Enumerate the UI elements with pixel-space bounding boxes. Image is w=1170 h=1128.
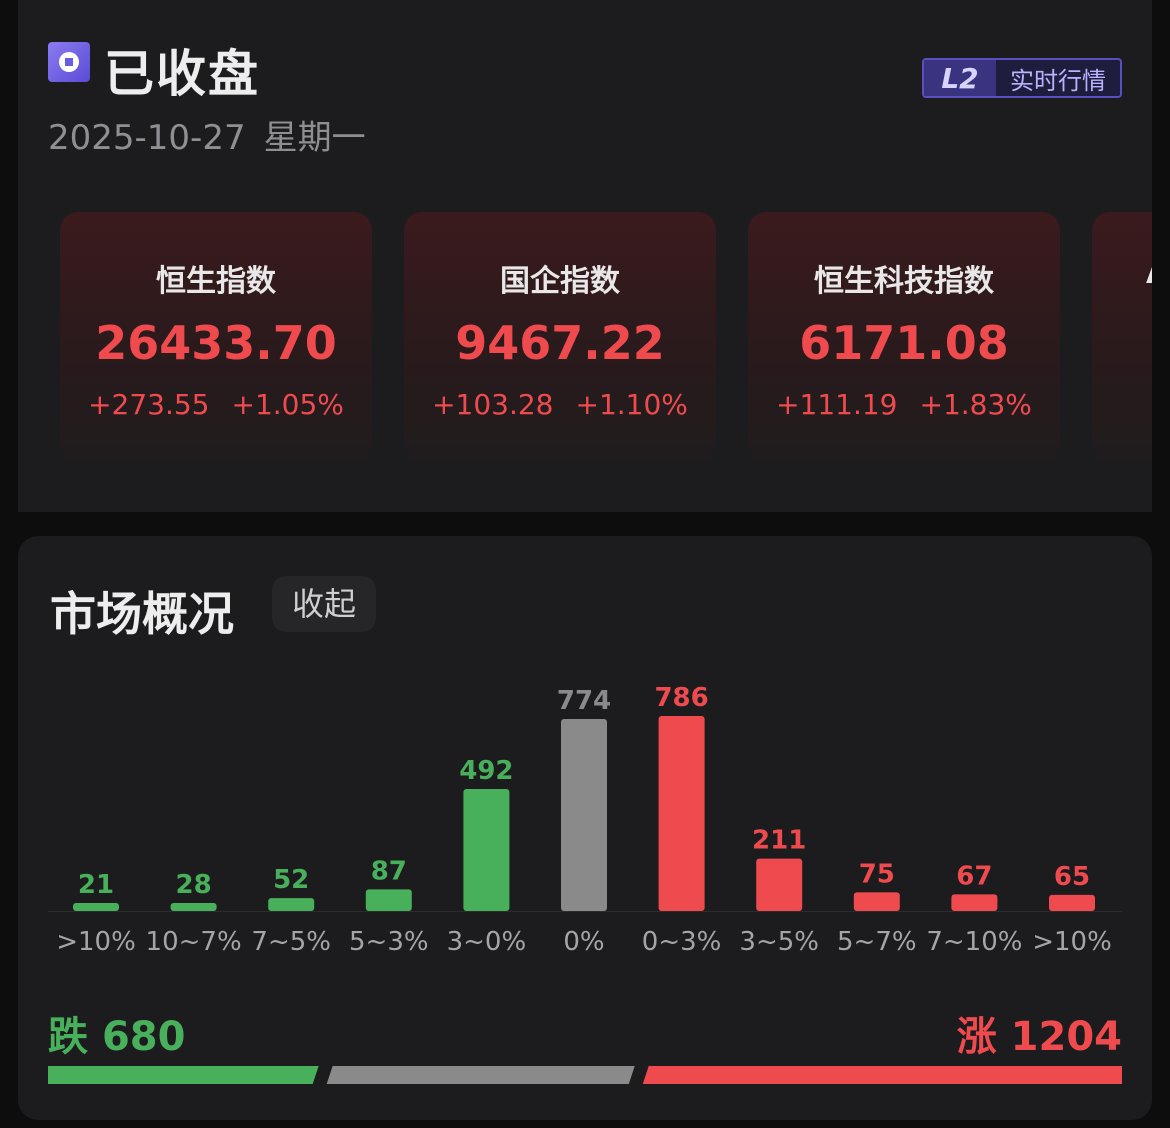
ratio-segment-down [48, 1066, 319, 1084]
index-change-percent: +1.05% [231, 388, 344, 421]
index-change-percent: +1.83% [919, 388, 1032, 421]
index-card-partial[interactable]: A + [1092, 212, 1152, 462]
category-label: 10~7% [146, 927, 242, 957]
bar-3 [365, 889, 412, 911]
index-change-points: +103.28 [432, 388, 554, 421]
date-text: 2025-10-27 [48, 118, 246, 158]
fall-count: 680 [101, 1014, 186, 1060]
index-change: +111.19 +1.83% [748, 388, 1060, 421]
bar-value-label: 786 [654, 683, 708, 713]
index-change: +103.28 +1.10% [404, 388, 716, 421]
distribution-chart: 21 >10% 28 10~7% 52 7~5% 87 5~3% 492 3~0% 774 0% 786… [48, 683, 1122, 957]
index-name: 恒生指数 [156, 264, 276, 299]
bar-value-label: 492 [459, 756, 513, 786]
bar-0 [73, 903, 119, 911]
category-label: 5~7% [837, 927, 917, 957]
l2-realtime-badge[interactable]: L2 实时行情 [922, 58, 1122, 98]
index-value: 9467.22 [455, 316, 665, 370]
bar-value-label: 67 [956, 861, 992, 891]
bar-9 [951, 894, 998, 911]
category-label: 5~3% [349, 927, 429, 957]
bar-5 [561, 718, 607, 911]
bar-value-label: 75 [859, 859, 895, 889]
l2-badge-label: 实时行情 [1010, 66, 1106, 95]
rise-label: 涨 [956, 1014, 997, 1060]
market-status-title: 已收盘 [104, 45, 260, 103]
bar-10 [1049, 894, 1095, 911]
fall-total: 跌 680 [48, 1004, 185, 1062]
category-label: 7~10% [926, 927, 1022, 957]
index-card-hstech[interactable]: 恒生科技指数 6171.08 +111.19 +1.83% [748, 212, 1060, 462]
rise-count: 1204 [1010, 1014, 1122, 1060]
index-name: A [1092, 256, 1152, 291]
weekday-text: 星期一 [263, 118, 366, 158]
bar-8 [853, 892, 900, 911]
bar-value-label: 52 [273, 865, 309, 895]
index-change: +273.55 +1.05% [60, 388, 372, 421]
bar-value-label: 28 [176, 870, 212, 900]
index-value: 6171.08 [799, 316, 1009, 370]
index-card-hscei[interactable]: 国企指数 9467.22 +103.28 +1.10% [404, 212, 716, 462]
category-label: 0~3% [642, 927, 722, 957]
bar-value-label: 21 [78, 870, 114, 900]
market-overview-title: 市场概况 [50, 587, 234, 641]
category-label: 0% [563, 927, 604, 957]
category-label: 3~5% [739, 927, 819, 957]
index-name: 国企指数 [500, 264, 620, 299]
l2-logo-icon: L2 [924, 60, 996, 96]
index-cards-row: 恒生指数 26433.70 +273.55 +1.05% 国企指数 9467.22… [60, 212, 1152, 472]
index-change-points: +273.55 [88, 388, 210, 421]
index-value: 26433.70 [95, 316, 337, 370]
index-change-points: + [1092, 388, 1152, 421]
trading-date: 2025-10-27 星期一 [48, 110, 366, 159]
fall-label: 跌 [48, 1014, 88, 1060]
category-label: >10% [1032, 927, 1112, 957]
ratio-segment-up [642, 1066, 1122, 1084]
bar-7 [756, 858, 803, 911]
index-card-hsi[interactable]: 恒生指数 26433.70 +273.55 +1.05% [60, 212, 372, 462]
ratio-segment-flat [326, 1066, 635, 1084]
category-label: 7~5% [251, 927, 331, 957]
index-change-points: +111.19 [776, 388, 898, 421]
rise-total: 涨 1204 [957, 1004, 1122, 1062]
collapse-button[interactable]: 收起 [272, 576, 376, 632]
bar-value-label: 65 [1054, 862, 1090, 892]
bar-value-label: 211 [752, 826, 806, 856]
bar-4 [463, 788, 510, 911]
category-label: 3~0% [447, 927, 527, 957]
bar-value-label: 774 [557, 686, 611, 716]
bar-value-label: 87 [371, 856, 407, 886]
bar-1 [170, 903, 217, 911]
market-closed-icon [48, 42, 90, 82]
bar-2 [268, 898, 315, 911]
index-name: 恒生科技指数 [814, 264, 994, 299]
bar-6 [658, 716, 705, 911]
category-label: >10% [56, 927, 136, 957]
index-change-percent: +1.10% [575, 388, 688, 421]
rise-fall-ratio-bar [48, 1066, 1122, 1084]
